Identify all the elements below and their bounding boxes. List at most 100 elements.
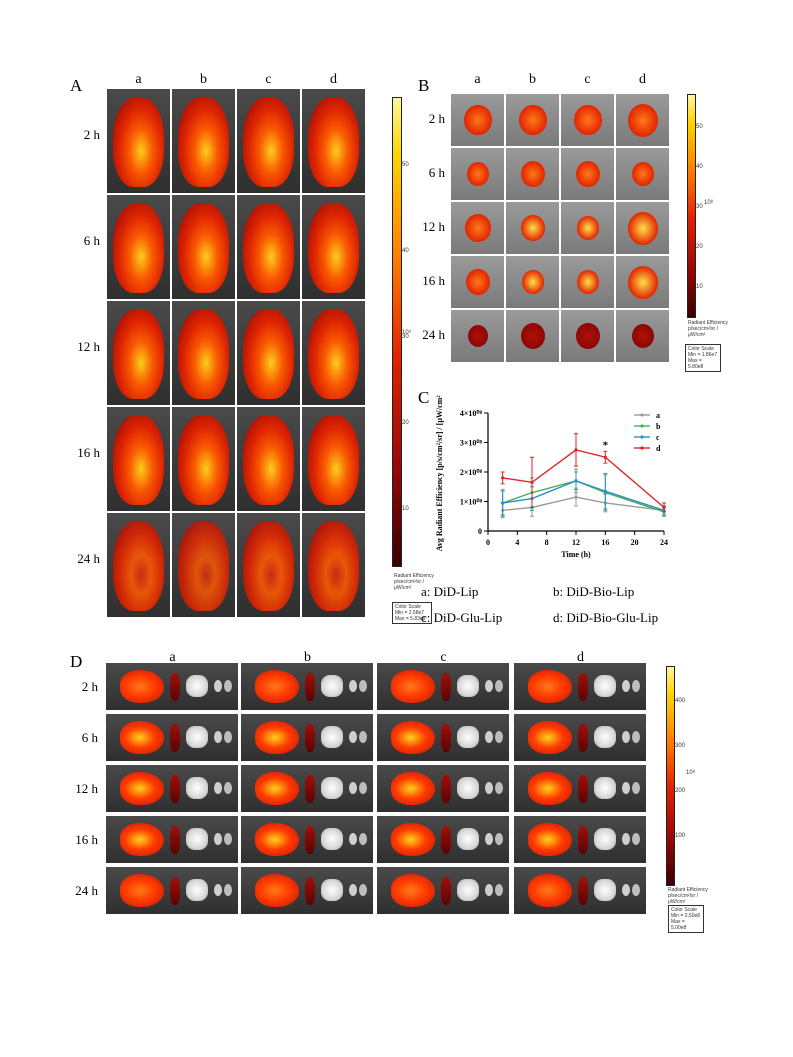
panel-b-row-label: 12 h	[422, 219, 445, 234]
panel-d-row-label: 6 h	[81, 729, 98, 745]
lung-tissue	[457, 828, 479, 850]
legend-label-b: b	[656, 422, 661, 431]
liver-signal	[255, 670, 299, 703]
kidney-tissue	[632, 884, 640, 896]
organ-signal	[627, 211, 658, 245]
color-scale-max: Max = 5.00e8	[671, 919, 687, 931]
spleen-signal	[305, 877, 315, 905]
data-point	[501, 476, 505, 480]
panel-a-col-a: a	[135, 72, 142, 87]
mouse-signal	[178, 203, 229, 293]
liver-signal	[391, 823, 435, 856]
kidney-tissue	[349, 782, 357, 794]
kidney-tissue	[632, 833, 640, 845]
colorbar-tick-label: 20	[402, 420, 409, 426]
organ-signal	[576, 269, 599, 295]
legend-b: b: DiD-Bio-Lip	[553, 584, 635, 599]
y-axis-label: Avg Radiant Efficiency [p/s/cm²/sr] / [μ…	[435, 395, 444, 551]
kidney-tissue	[214, 782, 222, 794]
radiant-title: Radiant Efficiency	[394, 573, 434, 579]
panel-a-image-cell	[106, 88, 171, 194]
kidney-tissue	[485, 680, 493, 692]
kidney-tissue	[622, 731, 630, 743]
panel-b-row-label: 6 h	[428, 165, 445, 180]
panel-d-image-cell	[240, 713, 374, 762]
legend-marker-c	[640, 435, 644, 439]
liver-signal	[120, 823, 164, 856]
organ-signal	[576, 215, 599, 241]
panel-a-image-cell	[236, 88, 301, 194]
panel-b-image-cell	[615, 309, 670, 363]
panel-a-image-cell	[236, 300, 301, 406]
liver-signal	[528, 670, 572, 703]
x-tick-label: 24	[660, 538, 668, 547]
kidney-tissue	[359, 731, 367, 743]
panel-a-label: A	[70, 76, 83, 95]
panel-b-colorbar	[687, 94, 696, 318]
kidney-tissue	[485, 884, 493, 896]
panel-d-image-cell	[240, 866, 374, 915]
x-axis-label: Time (h)	[561, 550, 591, 559]
panel-b-image-cell	[450, 309, 505, 363]
panel-a-image-cell	[236, 406, 301, 512]
kidney-tissue	[485, 731, 493, 743]
organ-signal	[631, 161, 654, 187]
significance-annotation: *	[603, 439, 609, 451]
colorbar-tick-label: 200	[675, 788, 686, 794]
panel-d-row-label: 24 h	[75, 882, 98, 898]
panel-a-image-cell	[236, 512, 301, 618]
panel-b-image-cell	[560, 93, 615, 147]
mouse-signal	[178, 309, 229, 399]
kidney-tissue	[485, 833, 493, 845]
lung-tissue	[457, 777, 479, 799]
organ-signal	[631, 323, 654, 349]
x-tick-label: 12	[572, 538, 580, 547]
panel-d-image-cell	[376, 662, 510, 711]
liver-signal	[528, 721, 572, 754]
colorbar-exponent: 10⁸	[686, 770, 696, 776]
panel-a-image-cell	[301, 300, 366, 406]
lung-tissue	[457, 879, 479, 901]
y-tick-label: 4×10⁰⁸	[460, 409, 483, 418]
kidney-tissue	[495, 884, 503, 896]
panel-d-image-cell	[513, 815, 647, 864]
panel-b-row-label: 2 h	[428, 111, 445, 126]
liver-signal	[255, 721, 299, 754]
spleen-signal	[578, 826, 588, 854]
spleen-signal	[578, 724, 588, 752]
panel-b-row-label: 24 h	[422, 327, 445, 342]
mouse-signal	[308, 97, 359, 187]
colorbar-tick-label: 40	[402, 248, 409, 254]
kidney-tissue	[495, 833, 503, 845]
panel-b-col-c: c	[584, 72, 591, 87]
colorbar-tick-label: 10	[402, 506, 409, 512]
x-tick-label: 20	[631, 538, 639, 547]
organ-signal	[573, 104, 602, 136]
kidney-tissue	[632, 680, 640, 692]
panel-d-radiant-title: Radiant Efficiency p/sec/cm²/sr / μW/cm²	[668, 887, 712, 905]
panel-a-image-cell	[106, 194, 171, 300]
colorbar-tick-label: 10	[696, 284, 703, 290]
lung-tissue	[594, 879, 616, 901]
panel-b-image-cell	[505, 93, 560, 147]
panel-a-image-cell	[171, 88, 236, 194]
kidney-tissue	[224, 680, 232, 692]
colorbar-tick-label: 50	[696, 124, 703, 130]
liver-signal	[120, 670, 164, 703]
panel-d-image-cell	[513, 662, 647, 711]
kidney-tissue	[359, 884, 367, 896]
spleen-signal	[441, 877, 451, 905]
liver-signal	[255, 772, 299, 805]
spleen-signal	[578, 673, 588, 701]
lung-tissue	[186, 879, 208, 901]
kidney-tissue	[224, 782, 232, 794]
panel-d-row-label: 16 h	[75, 831, 98, 847]
kidney-tissue	[632, 731, 640, 743]
panel-a-image-cell	[301, 194, 366, 300]
spleen-signal	[578, 877, 588, 905]
legend-label-d: d	[656, 444, 661, 453]
panel-d-image-cell	[376, 713, 510, 762]
lung-tissue	[594, 777, 616, 799]
panel-b-label: B	[418, 76, 430, 95]
panel-a-radiant-title: Radiant Efficiency p/sec/cm²/sr / μW/cm²	[394, 573, 440, 591]
